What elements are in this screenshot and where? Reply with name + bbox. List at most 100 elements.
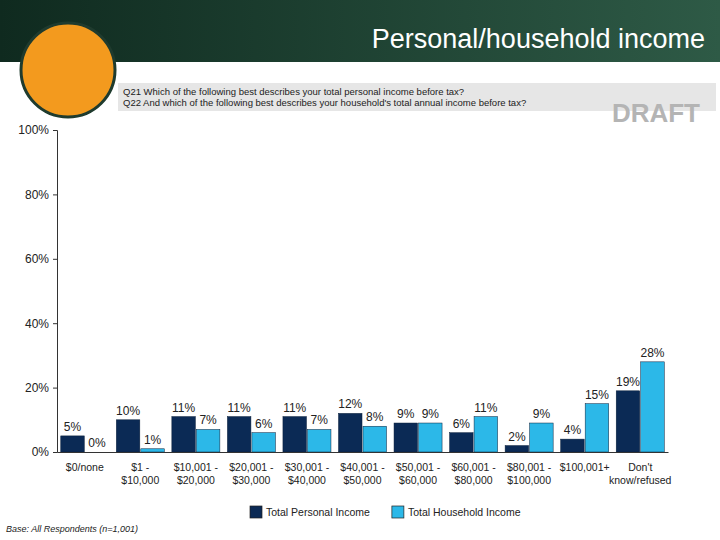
x-tick-label: $60,001 -$80,000 <box>451 461 496 486</box>
y-axis-line <box>53 131 58 453</box>
data-label: 19% <box>616 375 640 389</box>
data-label: 11% <box>474 401 497 415</box>
x-tick-label: $50,001 -$60,000 <box>396 461 441 486</box>
data-label: 11% <box>228 401 251 415</box>
bar <box>561 439 585 452</box>
y-tick-label: 20% <box>25 381 49 395</box>
y-tick: 0% <box>32 445 57 459</box>
y-tick-mark <box>53 388 57 389</box>
x-tick-label: $40,001 -$50,000 <box>340 461 385 486</box>
bar <box>227 417 251 452</box>
y-tick: 20% <box>25 381 57 395</box>
y-tick: 100% <box>18 123 57 137</box>
data-label: 15% <box>585 388 609 402</box>
data-label: 10% <box>116 404 140 418</box>
y-tick-mark <box>53 259 57 260</box>
bar <box>283 417 307 452</box>
x-axis-line <box>58 452 669 453</box>
data-label: 0% <box>88 436 106 450</box>
data-label: 11% <box>172 401 195 415</box>
bar <box>116 420 140 452</box>
bar <box>172 417 196 452</box>
legend: Total Personal Income Total Household Inc… <box>250 506 521 518</box>
question: Q22 And which of the following best desc… <box>123 97 526 108</box>
data-label: 4% <box>564 423 582 437</box>
bar <box>61 436 85 452</box>
y-tick-label: 60% <box>25 252 49 266</box>
y-tick-mark <box>53 323 57 324</box>
bar <box>196 429 220 452</box>
x-tick: Don'tknow/refused <box>609 452 672 486</box>
x-tick-label: $1 -$10,000 <box>121 461 159 486</box>
x-tick: $30,001 -$40,000 <box>285 452 330 486</box>
bar <box>616 391 640 452</box>
bar <box>141 449 165 452</box>
x-tick: $80,001 -$100,000 <box>507 452 552 486</box>
legend-label: Total Personal Income <box>266 506 370 518</box>
x-tick: $100,001+ <box>560 452 610 473</box>
y-tick: 60% <box>25 252 57 266</box>
x-tick-label: $10,001 -$20,000 <box>174 461 219 486</box>
y-tick-mark <box>53 452 57 453</box>
bar <box>394 423 418 452</box>
data-label: 11% <box>283 401 306 415</box>
x-tick: $40,001 -$50,000 <box>340 452 385 486</box>
data-label: 7% <box>311 413 329 427</box>
x-tick: $60,001 -$80,000 <box>451 452 496 486</box>
data-label: 2% <box>508 430 526 444</box>
bar <box>252 433 276 452</box>
y-tick-label: 0% <box>32 445 50 459</box>
data-label: 5% <box>64 420 82 434</box>
x-tick: $20,001 -$30,000 <box>229 452 274 486</box>
x-tick-label: $0/none <box>66 461 104 473</box>
y-tick-label: 40% <box>25 317 49 331</box>
data-label: 9% <box>397 407 415 421</box>
x-tick-label: $80,001 -$100,000 <box>507 461 552 486</box>
bar <box>450 433 474 452</box>
x-tick: $50,001 -$60,000 <box>396 452 441 486</box>
y-tick: 80% <box>25 188 57 202</box>
y-tick-label: 100% <box>18 123 49 137</box>
y-tick: 40% <box>25 317 57 331</box>
legend-label: Total Household Income <box>408 506 521 518</box>
bar <box>85 452 109 453</box>
x-tick: $0/none <box>66 452 104 473</box>
data-label: 6% <box>255 417 273 431</box>
y-tick-label: 80% <box>25 188 49 202</box>
bar <box>585 404 609 452</box>
data-label: 1% <box>144 433 162 447</box>
legend-swatch <box>392 506 404 518</box>
x-axis: $0/none $1 -$10,000 $10,001 -$20,000 $20,00… <box>58 452 672 486</box>
data-label: 6% <box>453 417 471 431</box>
data-label: 12% <box>338 397 362 411</box>
y-tick-mark <box>53 130 57 131</box>
data-label: 8% <box>366 410 384 424</box>
data-label: 7% <box>199 413 217 427</box>
bar <box>505 446 529 452</box>
x-tick: $1 -$10,000 <box>121 452 159 486</box>
chart: Personal/household incomeQ21 Which of th… <box>0 0 720 540</box>
y-axis: 0% 20% 40% 60% 80% 100% <box>18 123 57 459</box>
x-tick-label: Don'tknow/refused <box>609 461 672 486</box>
bar <box>641 362 665 452</box>
bar <box>419 423 443 452</box>
base-note: Base: All Respondents (n=1,001) <box>6 524 138 534</box>
x-tick-label: $20,001 -$30,000 <box>229 461 274 486</box>
bar <box>307 429 331 452</box>
y-tick-mark <box>53 194 57 195</box>
title: Personal/household income <box>372 24 705 54</box>
data-labels: 5% 10% 11% 11% 11% 12% 9% 6% 2% 4% 19% 0% 1% 7% 6% 7% 8%… <box>64 346 665 450</box>
x-tick-label: $100,001+ <box>560 461 610 473</box>
bar <box>338 413 362 452</box>
data-label: 28% <box>640 346 664 360</box>
bar <box>530 423 554 452</box>
bar <box>363 426 387 452</box>
bars <box>61 362 664 452</box>
logo <box>21 23 115 117</box>
data-label: 9% <box>422 407 440 421</box>
legend-swatch <box>250 506 262 518</box>
watermark: DRAFT <box>612 98 700 128</box>
bar <box>474 417 498 452</box>
x-tick: $10,001 -$20,000 <box>174 452 219 486</box>
x-tick-label: $30,001 -$40,000 <box>285 461 330 486</box>
